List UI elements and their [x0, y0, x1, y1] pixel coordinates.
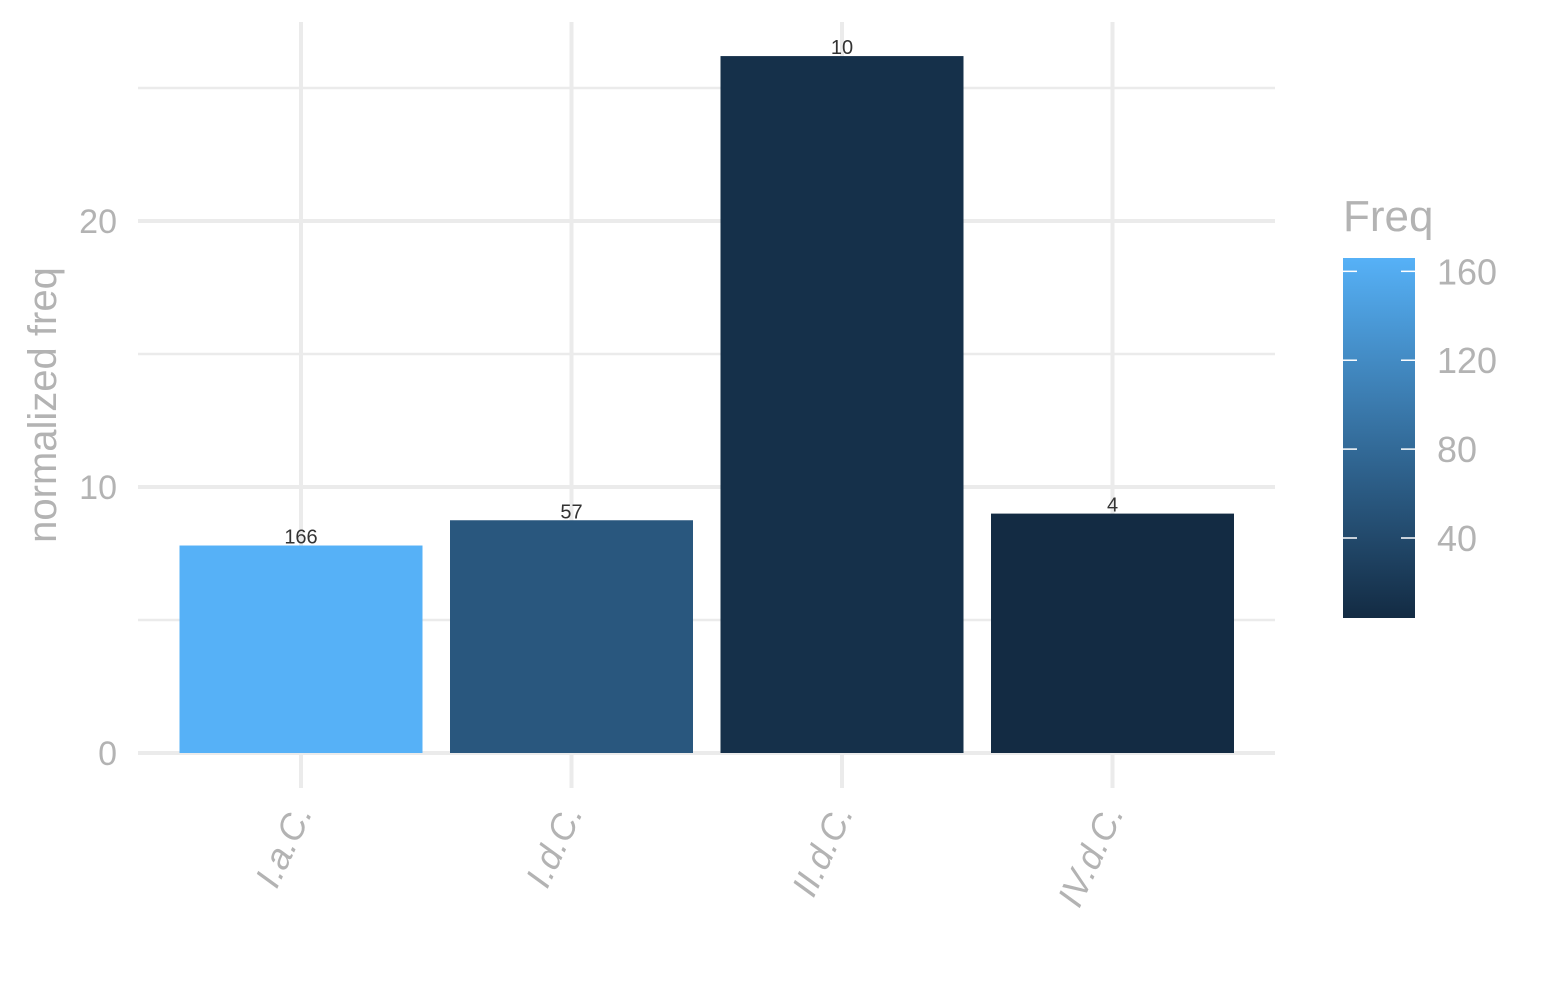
legend-tick-label: 160 — [1437, 251, 1497, 292]
legend-title: Freq — [1343, 192, 1433, 241]
legend-tick-label: 80 — [1437, 429, 1477, 470]
y-tick-label: 0 — [98, 735, 117, 773]
y-tick-label: 10 — [79, 469, 117, 507]
y-axis-ticks: 0 10 20 — [79, 203, 117, 773]
y-tick-label: 20 — [79, 203, 117, 241]
x-tick-label: I.a.C. — [247, 798, 321, 893]
data-label: 57 — [560, 501, 582, 523]
x-tick-label: II.d.C. — [784, 798, 862, 902]
data-labels: 166 57 10 4 — [284, 37, 1118, 548]
legend-tick-label: 120 — [1437, 340, 1497, 381]
color-legend: Freq 40 80 120 160 — [1343, 192, 1497, 618]
bar-IV.d.C. — [991, 513, 1234, 753]
x-tick-label: IV.d.C. — [1049, 798, 1132, 913]
y-axis-label: normalized freq — [21, 267, 65, 543]
legend-tick-label: 40 — [1437, 518, 1477, 559]
data-label: 10 — [831, 37, 853, 59]
bar-II.d.C. — [720, 56, 964, 753]
bars — [179, 56, 1234, 753]
data-label: 166 — [284, 527, 317, 549]
x-tick-label: I.d.C. — [517, 798, 591, 893]
colorbar — [1343, 258, 1415, 618]
bar-I.d.C. — [450, 520, 693, 753]
x-axis-ticks: I.a.C. I.d.C. II.d.C. IV.d.C. — [247, 798, 1132, 913]
bar-I.a.C. — [179, 545, 423, 753]
data-label: 4 — [1107, 495, 1118, 517]
